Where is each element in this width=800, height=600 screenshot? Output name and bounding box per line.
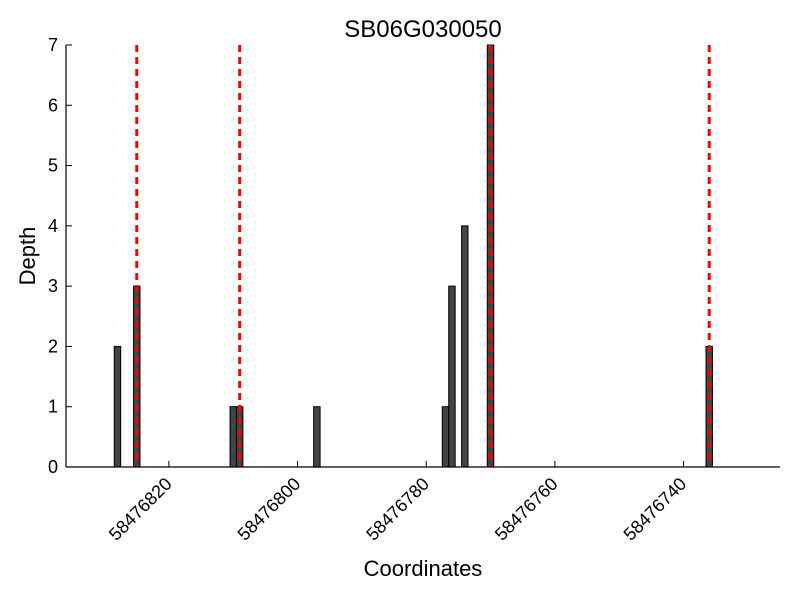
y-tick-label-2: 2 xyxy=(48,336,58,356)
y-tick-label-6: 6 xyxy=(48,95,58,115)
markers-layer xyxy=(135,45,711,467)
y-tick-label-4: 4 xyxy=(48,216,58,236)
chart-title: SB06G030050 xyxy=(344,16,501,43)
bars-layer xyxy=(113,44,713,468)
bar-2 xyxy=(229,406,237,468)
axes-layer: 0 1 2 3 4 5 6 7 58476820 58476800 58476780 58476760… xyxy=(48,35,780,544)
bar-5 xyxy=(441,406,450,468)
x-tick-label-58476780: 58476780 xyxy=(362,474,433,545)
y-tick-label-7: 7 xyxy=(48,35,58,55)
x-tick-label-58476760: 58476760 xyxy=(491,474,562,545)
bar-4 xyxy=(313,406,321,468)
x-tick-label-58476800: 58476800 xyxy=(234,474,305,545)
y-tick-label-1: 1 xyxy=(48,397,58,417)
y-axis-title: Depth xyxy=(15,227,40,286)
bar-6 xyxy=(448,285,456,468)
bar-7 xyxy=(461,225,469,468)
x-tick-label-58476740: 58476740 xyxy=(620,474,691,545)
y-tick-label-5: 5 xyxy=(48,156,58,176)
y-tick-label-3: 3 xyxy=(48,276,58,296)
x-tick-label-58476820: 58476820 xyxy=(105,474,176,545)
y-tick-label-0: 0 xyxy=(48,457,58,477)
bar-0 xyxy=(113,345,122,468)
x-axis-title: Coordinates xyxy=(364,556,483,581)
